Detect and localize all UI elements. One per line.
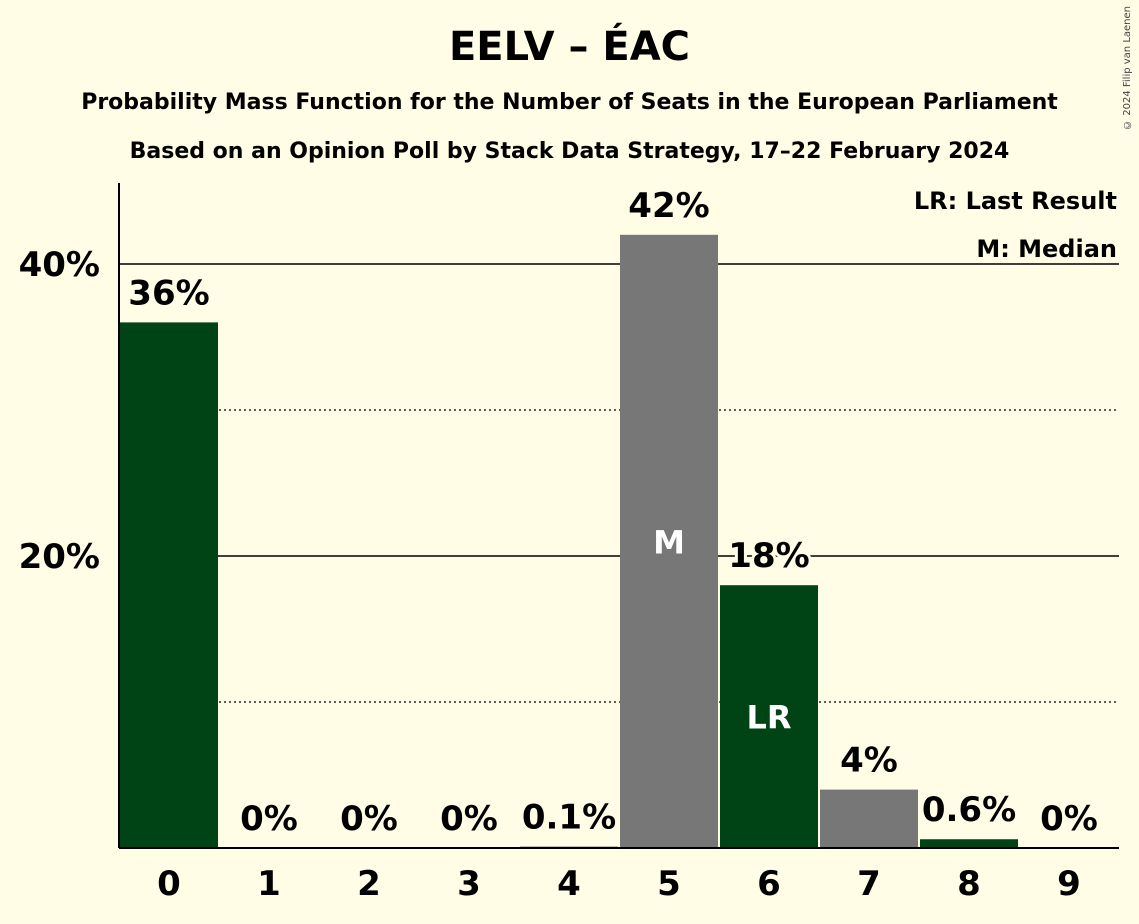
x-tick-label: 5 — [657, 864, 681, 904]
data-label-halo: 0.1% — [522, 798, 616, 838]
data-label-halo: 0.6% — [922, 790, 1016, 830]
x-tick-label: 2 — [357, 864, 381, 904]
data-label: 0% — [240, 799, 298, 839]
bar — [620, 234, 718, 849]
x-tick-label: 9 — [1057, 864, 1081, 904]
data-label-halo: 0% — [440, 799, 498, 839]
data-label: 0.6% — [922, 790, 1016, 830]
x-tick-label: 1 — [257, 864, 281, 904]
chart-subtitle-poll: Based on an Opinion Poll by Stack Data S… — [129, 139, 1010, 164]
data-label: 36% — [128, 273, 209, 313]
median-marker: M — [653, 523, 685, 561]
data-label: 18% — [728, 536, 809, 576]
x-tick-label: 6 — [757, 864, 781, 904]
data-label: 42% — [628, 186, 709, 226]
last-result-marker: LR — [746, 699, 791, 737]
x-tick-label: 4 — [557, 864, 581, 904]
data-label: 4% — [840, 741, 898, 781]
y-tick-label: 40% — [19, 245, 100, 285]
data-label-halo: 0% — [340, 799, 398, 839]
x-tick-label: 3 — [457, 864, 481, 904]
data-label-halo: 36% — [128, 273, 209, 313]
x-tick-label: 8 — [957, 864, 981, 904]
x-tick-label: 0 — [157, 864, 181, 904]
data-label-halo: 42% — [628, 186, 709, 226]
bar — [720, 585, 818, 848]
data-label-halo: 4% — [840, 741, 898, 781]
data-label: 0% — [340, 799, 398, 839]
data-label: 0% — [440, 799, 498, 839]
chart-title: EELV – ÉAC — [448, 24, 691, 70]
bar — [120, 322, 218, 848]
data-label: 0% — [1040, 799, 1098, 839]
data-label-halo: 0% — [240, 799, 298, 839]
legend-entry: LR: Last Result — [914, 187, 1117, 215]
legend-entry: M: Median — [976, 235, 1117, 263]
bar — [820, 789, 918, 848]
x-tick-label: 7 — [857, 864, 881, 904]
data-label-halo: 18% — [728, 536, 809, 576]
data-label: 0.1% — [522, 798, 616, 838]
chart-subtitle: Probability Mass Function for the Number… — [81, 90, 1058, 115]
data-label-halo: 0% — [1040, 799, 1098, 839]
y-tick-label: 20% — [19, 537, 100, 577]
bar — [920, 839, 1018, 848]
